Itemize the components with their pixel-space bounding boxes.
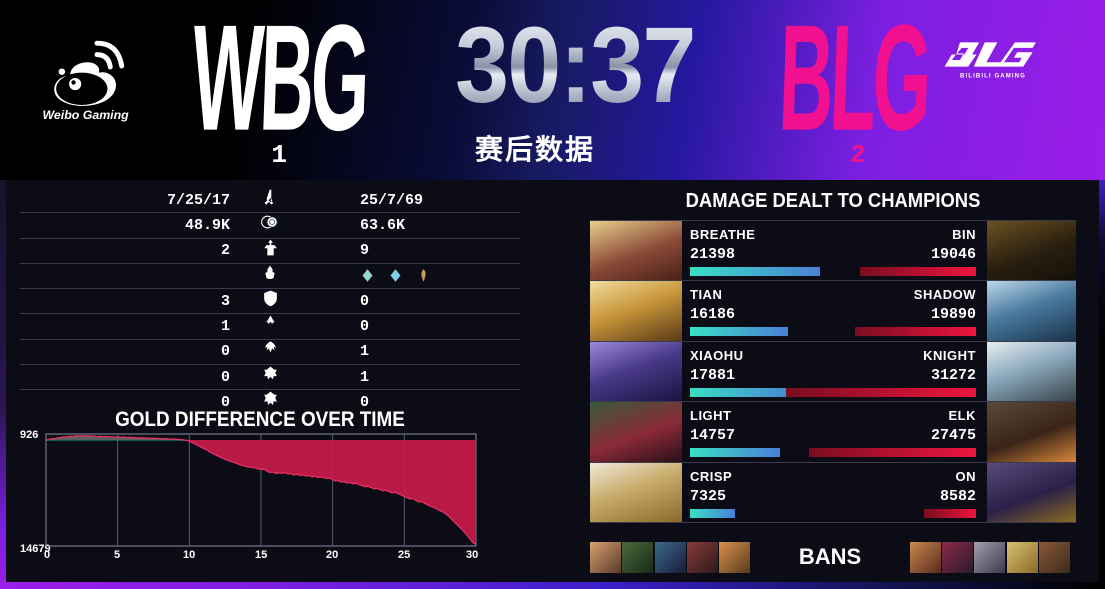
svg-text:5: 5 [114, 549, 120, 561]
svg-text:30: 30 [466, 549, 478, 561]
svg-text:15: 15 [255, 549, 267, 561]
svg-text:25: 25 [398, 549, 410, 561]
svg-text:10: 10 [183, 549, 195, 561]
svg-text:926: 926 [20, 430, 38, 441]
svg-text:Weibo Gaming: Weibo Gaming [43, 108, 130, 122]
svg-text:BILIBILI GAMING: BILIBILI GAMING [960, 74, 1026, 80]
svg-text:20: 20 [326, 549, 338, 561]
svg-text:0: 0 [44, 549, 50, 561]
